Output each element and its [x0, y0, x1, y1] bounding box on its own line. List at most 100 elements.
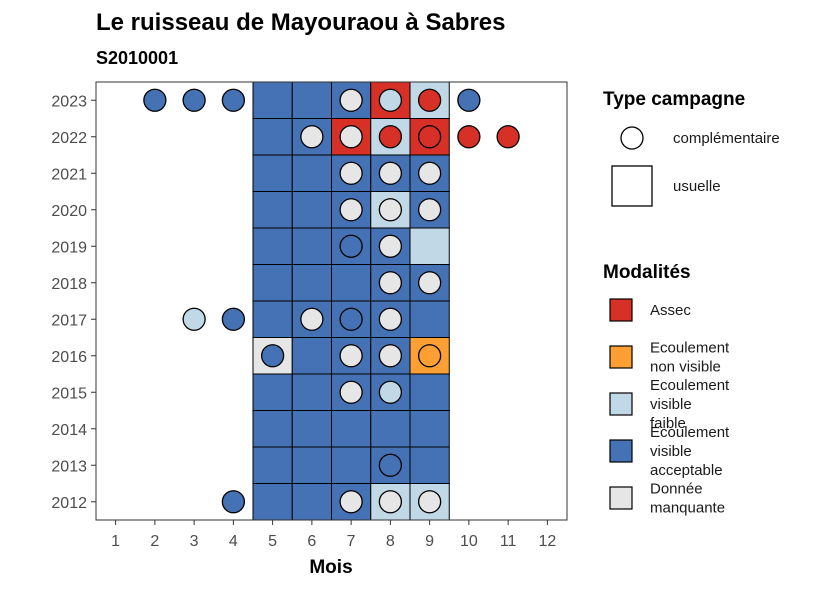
- legend-key-ecoulement-visible-acceptable: [609, 439, 633, 463]
- y-tick-label: 2013: [51, 458, 87, 475]
- y-tick-label: 2017: [51, 312, 87, 329]
- legend-key-usuelle: [611, 165, 653, 207]
- point-2015-8: [378, 380, 403, 404]
- legend-key-donnee-manquante: [609, 486, 633, 510]
- point-2019-8: [378, 234, 403, 258]
- x-axis-title: Mois: [309, 557, 352, 578]
- legend-key-ecoulement-visible-faible: [609, 392, 633, 416]
- legend-label-usuelle: usuelle: [673, 178, 721, 195]
- y-tick-label: 2015: [51, 385, 87, 402]
- point-2013-8: [378, 453, 403, 477]
- point-2021-9: [417, 161, 442, 185]
- legend-label-ecoulement-visible-acceptable: acceptable: [650, 462, 723, 479]
- tile-2012-7: [331, 483, 372, 521]
- point-2012-9: [417, 490, 442, 514]
- tile-2014-5: [252, 410, 293, 448]
- x-tick-label: 7: [347, 533, 356, 550]
- tile-layer: [252, 81, 450, 521]
- y-tick-label: 2016: [51, 349, 87, 366]
- point-2023-9: [417, 88, 442, 112]
- x-tick-label: 11: [500, 533, 517, 550]
- point-2012-7: [339, 490, 363, 514]
- x-tick-label: 8: [386, 533, 395, 550]
- legend-label-ecoulement-visible-faible: visible: [650, 396, 692, 413]
- point-2022-7: [339, 125, 363, 149]
- point-2015-7: [339, 380, 363, 404]
- tile-2013-6: [291, 446, 332, 484]
- y-tick-label: 2023: [51, 93, 87, 110]
- point-2012-8: [378, 490, 403, 514]
- point-2016-5: [260, 344, 285, 368]
- point-2022-8: [378, 125, 403, 149]
- x-tick-label: 5: [268, 533, 277, 550]
- legend-label-ecoulement-non-visible: Ecoulement: [650, 340, 730, 357]
- tile-2020-6: [291, 191, 332, 229]
- tile-2019-7: [331, 227, 372, 265]
- point-2016-7: [339, 344, 363, 368]
- tile-2014-7: [331, 410, 372, 448]
- x-tick-label: 4: [229, 533, 238, 550]
- point-2023-4: [221, 88, 246, 112]
- point-2017-7: [339, 307, 363, 331]
- tile-2013-5: [252, 446, 293, 484]
- y-tick-label: 2012: [51, 495, 87, 512]
- point-2021-7: [339, 161, 363, 185]
- point-2020-8: [378, 198, 403, 222]
- tile-2019-9: [409, 227, 450, 265]
- y-tick-label: 2018: [51, 276, 87, 293]
- y-tick-label: 2019: [51, 239, 87, 256]
- x-tick-label: 12: [538, 533, 556, 550]
- legend-modalites-title: Modalités: [603, 262, 691, 283]
- legend-label-assec: Assec: [650, 302, 691, 319]
- x-tick-label: 9: [425, 533, 434, 550]
- legend-label-donnee-manquante: manquante: [650, 500, 725, 517]
- legend-campagne: Type campagne complémentaire usuelle: [603, 89, 780, 207]
- tile-2013-7: [331, 446, 372, 484]
- tile-2017-9: [409, 300, 450, 338]
- tile-2014-9: [409, 410, 450, 448]
- point-2012-4: [221, 490, 246, 514]
- tile-2012-6: [291, 483, 332, 521]
- tile-2013-9: [409, 446, 450, 484]
- tile-2021-6: [291, 154, 332, 192]
- tile-2018-7: [331, 264, 372, 302]
- tile-2012-5: [252, 483, 293, 521]
- chart-title: Le ruisseau de Mayouraou à Sabres: [96, 9, 506, 36]
- point-2017-3: [182, 307, 206, 331]
- legend-label-donnee-manquante: Donnée: [650, 481, 703, 498]
- tile-2014-8: [370, 410, 411, 448]
- legend-label-ecoulement-visible-faible: faible: [650, 415, 686, 432]
- tile-2018-5: [252, 264, 293, 302]
- tile-2020-5: [252, 191, 293, 229]
- tile-2019-6: [291, 227, 332, 265]
- point-2016-8: [378, 344, 403, 368]
- plot-border: [95, 81, 568, 521]
- legend-key-ecoulement-non-visible: [609, 345, 633, 369]
- tile-2022-5: [252, 118, 293, 156]
- tile-2019-5: [252, 227, 293, 265]
- tile-2016-6: [291, 337, 332, 375]
- point-2023-3: [182, 88, 206, 112]
- legend-key-assec: [609, 298, 633, 322]
- point-2016-9: [417, 344, 442, 368]
- legend-key-complementaire: [620, 126, 644, 150]
- legend-label-ecoulement-visible-faible: Ecoulement: [650, 377, 730, 394]
- tile-2015-9: [409, 373, 450, 411]
- point-2017-6: [300, 307, 324, 331]
- y-tick-label: 2021: [51, 166, 87, 183]
- point-2022-11: [496, 125, 520, 149]
- x-tick-label: 3: [190, 533, 199, 550]
- legend-campagne-title: Type campagne: [603, 89, 745, 110]
- x-tick-label: 2: [150, 533, 159, 550]
- legend-label-complementaire: complémentaire: [673, 130, 780, 147]
- point-2023-10: [457, 88, 481, 112]
- point-2022-10: [457, 125, 481, 149]
- point-2021-8: [378, 161, 403, 185]
- legend-label-ecoulement-visible-acceptable: visible: [650, 443, 692, 460]
- y-axis: 2012 2013 2014 2015 2016 2017 2018 2019 2020 2021…: [51, 93, 96, 512]
- tile-2015-5: [252, 373, 293, 411]
- x-tick-label: 10: [460, 533, 478, 550]
- tile-2017-5: [252, 300, 293, 338]
